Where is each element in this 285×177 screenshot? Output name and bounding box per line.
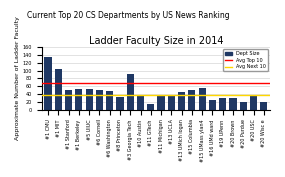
Bar — [44, 57, 52, 110]
Bar — [158, 95, 165, 110]
Bar — [178, 92, 185, 110]
Text: Current Top 20 CS Departments by US News Ranking: Current Top 20 CS Departments by US News… — [27, 11, 229, 20]
Bar — [86, 89, 93, 110]
Title: Ladder Faculty Size in 2014: Ladder Faculty Size in 2014 — [89, 36, 223, 46]
Bar — [209, 100, 216, 110]
Y-axis label: Approximate Number of Ladder Faculty: Approximate Number of Ladder Faculty — [15, 16, 20, 140]
Bar — [137, 95, 144, 110]
Legend: Dept Size, Avg Top 10, Avg Next 10: Dept Size, Avg Top 10, Avg Next 10 — [223, 49, 268, 71]
Bar — [250, 96, 257, 110]
Bar — [106, 91, 113, 110]
Bar — [116, 97, 124, 110]
Bar — [127, 74, 134, 110]
Bar — [240, 102, 247, 110]
Bar — [75, 89, 82, 110]
Bar — [229, 98, 237, 110]
Bar — [55, 69, 62, 110]
Bar — [219, 98, 226, 110]
Bar — [65, 90, 72, 110]
Bar — [168, 95, 175, 110]
Bar — [147, 104, 154, 110]
Bar — [260, 102, 267, 110]
Bar — [199, 88, 206, 110]
Bar — [96, 90, 103, 110]
Bar — [188, 90, 196, 110]
